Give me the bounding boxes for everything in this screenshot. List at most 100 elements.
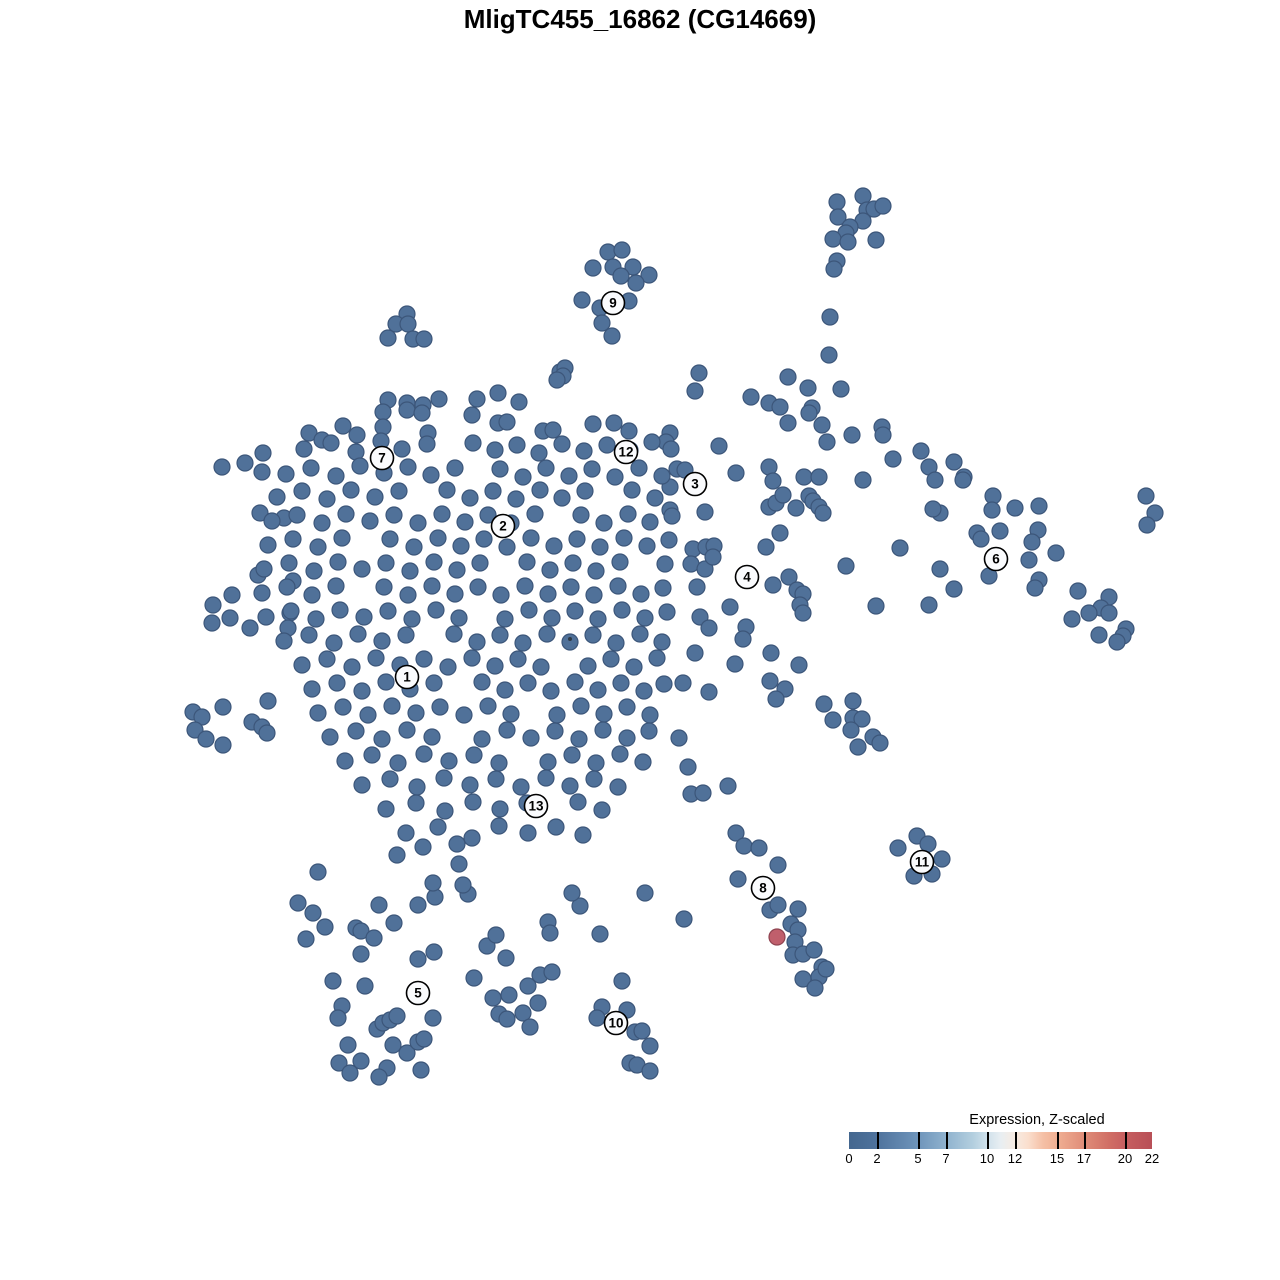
data-point <box>573 291 591 309</box>
data-point <box>542 682 560 700</box>
data-point <box>399 315 417 333</box>
data-point <box>837 557 855 575</box>
data-point <box>512 778 530 796</box>
data-point <box>379 329 397 347</box>
data-point <box>1069 582 1087 600</box>
data-point <box>537 459 555 477</box>
data-point <box>933 850 951 868</box>
data-point <box>598 436 616 454</box>
data-point <box>203 614 221 632</box>
cluster-badge-text: 11 <box>915 855 930 870</box>
data-point <box>530 444 548 462</box>
data-point <box>352 1052 370 1070</box>
data-point <box>780 568 798 586</box>
cluster-badge-circle <box>490 513 516 539</box>
data-point <box>679 758 697 776</box>
data-point <box>627 274 645 292</box>
data-point <box>450 855 468 873</box>
data-point <box>491 460 509 478</box>
data-point <box>334 698 352 716</box>
data-point <box>553 435 571 453</box>
data-point <box>253 584 271 602</box>
data-point <box>302 459 320 477</box>
cluster-badge-circle <box>600 290 626 316</box>
data-point <box>213 458 231 476</box>
data-point <box>473 730 491 748</box>
data-point <box>1023 533 1041 551</box>
data-point <box>589 610 607 628</box>
data-point <box>514 634 532 652</box>
data-point <box>867 231 885 249</box>
data-point <box>605 414 623 432</box>
data-point <box>584 259 602 277</box>
cluster-badge-circle <box>909 849 935 875</box>
cluster-label-13: 13 <box>523 793 549 819</box>
data-point <box>254 444 272 462</box>
data-point <box>769 896 787 914</box>
data-point <box>691 608 709 626</box>
data-point <box>613 241 631 259</box>
data-point <box>259 536 277 554</box>
data-point <box>333 529 351 547</box>
data-point <box>694 784 712 802</box>
cluster-badge-text: 3 <box>691 477 699 492</box>
data-point <box>508 436 526 454</box>
data-point <box>377 673 395 691</box>
data-point <box>615 529 633 547</box>
data-point <box>456 513 474 531</box>
data-point <box>398 401 416 419</box>
data-point <box>591 925 609 943</box>
data-point <box>593 801 611 819</box>
data-point <box>553 489 571 507</box>
data-point <box>342 481 360 499</box>
data-point <box>790 656 808 674</box>
data-point <box>412 1061 430 1079</box>
data-point <box>595 514 613 532</box>
cluster-badge-text: 1 <box>403 670 411 685</box>
data-point <box>572 697 590 715</box>
cluster-badge-text: 2 <box>499 519 507 534</box>
data-point <box>309 704 327 722</box>
data-point <box>204 596 222 614</box>
data-point <box>688 578 706 596</box>
data-point <box>632 585 650 603</box>
data-point <box>818 433 836 451</box>
cluster-label-1: 1 <box>394 664 420 690</box>
data-point <box>486 441 504 459</box>
data-point <box>487 926 505 944</box>
data-point <box>469 578 487 596</box>
data-point <box>359 706 377 724</box>
data-point <box>1108 633 1126 651</box>
data-point <box>374 403 392 421</box>
data-point <box>631 625 649 643</box>
data-point <box>562 578 580 596</box>
data-point <box>373 730 391 748</box>
data-point <box>663 507 681 525</box>
data-point <box>479 506 497 524</box>
data-point <box>537 769 555 787</box>
data-point <box>313 514 331 532</box>
cluster-badge-circle <box>523 793 549 819</box>
data-point <box>464 434 482 452</box>
data-point <box>347 722 365 740</box>
data-point <box>829 208 847 226</box>
data-point <box>251 504 269 522</box>
data-point <box>566 602 584 620</box>
data-point <box>348 426 366 444</box>
data-point <box>300 424 318 442</box>
data-point <box>641 1037 659 1055</box>
data-point <box>584 415 602 433</box>
data-point <box>595 705 613 723</box>
data-point <box>381 770 399 788</box>
data-point <box>889 839 907 857</box>
data-point <box>491 800 509 818</box>
data-point <box>454 876 472 894</box>
data-point <box>821 308 839 326</box>
data-point <box>572 506 590 524</box>
data-point <box>1080 604 1098 622</box>
data-point <box>543 609 561 627</box>
data-point <box>641 1062 659 1080</box>
data-point <box>690 364 708 382</box>
data-point <box>599 243 617 261</box>
data-point <box>487 770 505 788</box>
